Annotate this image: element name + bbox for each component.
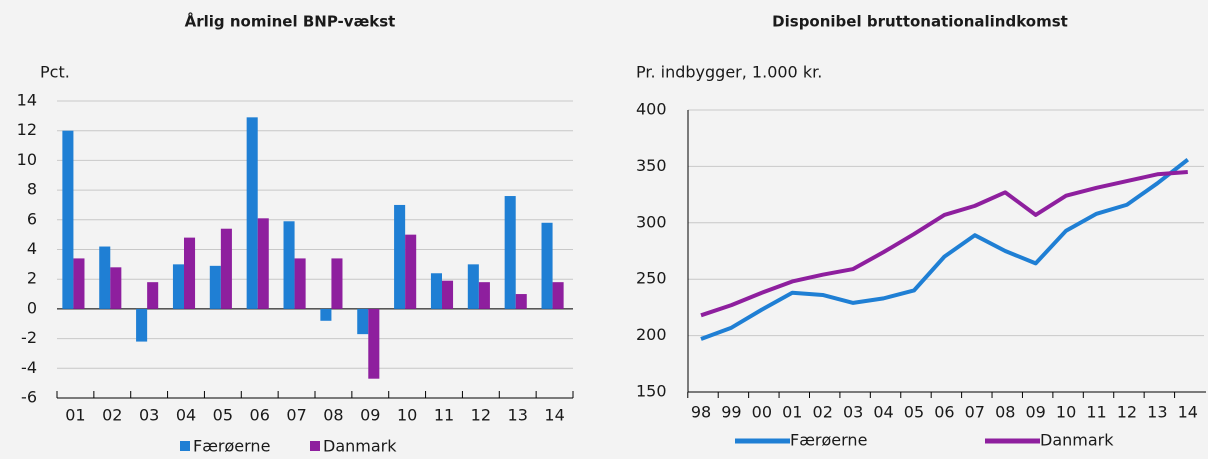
x-tick-label: 12 [471,406,491,425]
y-axis-label: Pr. indbygger, 1.000 kr. [636,63,822,82]
y-tick-label: 300 [636,212,667,231]
x-tick-label: 04 [176,406,196,425]
x-tick-label: 01 [782,403,802,422]
bar [283,221,295,309]
x-tick-label: 98 [691,403,711,422]
x-tick-label: 08 [995,403,1015,422]
x-tick-label: 03 [139,406,159,425]
x-tick-label: 10 [397,406,417,425]
bar [357,308,369,335]
bar [515,294,527,309]
bar [73,258,85,309]
chart-title: Årlig nominel BNP-vækst [185,12,396,31]
bar [209,265,221,309]
x-tick-label: 06 [934,403,954,422]
bar [320,308,332,321]
y-tick-label: 400 [636,100,667,119]
bar [184,237,196,309]
bar [331,258,343,309]
y-tick-label: -4 [21,358,37,377]
bar [294,258,306,309]
y-tick-label: 200 [636,325,667,344]
bar [430,273,442,309]
x-tick-label: 07 [286,406,306,425]
x-tick-label: 08 [323,406,343,425]
line [700,170,1188,318]
x-tick-label: 04 [873,403,893,422]
chart-title: Disponibel bruttonationalindkomst [772,13,1068,31]
y-tick-label: 150 [636,382,667,401]
x-tick-label: 14 [544,406,564,425]
bar [220,228,232,309]
legend-swatch [310,441,320,451]
bar [504,196,516,309]
bar [478,282,490,309]
x-tick-label: 02 [102,406,122,425]
bar [110,267,122,309]
x-tick-label: 00 [752,403,772,422]
y-tick-label: -6 [21,388,37,407]
bar [62,130,74,309]
x-tick-label: 13 [1147,403,1167,422]
bar [147,282,159,309]
y-axis-label: Pct. [40,63,70,82]
x-tick-label: 09 [360,406,380,425]
bar [368,308,380,379]
x-tick-label: 07 [965,403,985,422]
bar [467,264,479,309]
x-tick-label: 99 [721,403,741,422]
bar [541,222,553,309]
x-tick-label: 11 [434,406,454,425]
line [700,158,1190,341]
bar [257,218,269,309]
x-tick-label: 12 [1117,403,1137,422]
x-tick-label: 01 [65,406,85,425]
legend-label: Danmark [1040,431,1114,450]
x-tick-label: 05 [213,406,233,425]
bar [99,246,111,309]
y-tick-label: 350 [636,156,667,175]
y-tick-label: 2 [27,269,37,288]
legend-label: Færøerne [193,437,270,456]
y-tick-label: 8 [27,180,37,199]
legend-label: Danmark [323,437,397,456]
x-tick-label: 05 [904,403,924,422]
bar [136,308,148,342]
bar [405,234,417,309]
bar [394,204,406,309]
bar [442,280,454,309]
y-tick-label: 4 [27,239,37,258]
legend-swatch [180,441,190,451]
x-tick-label: 10 [1056,403,1076,422]
x-tick-label: 13 [508,406,528,425]
bar [552,282,564,309]
x-tick-label: 02 [813,403,833,422]
y-tick-label: 6 [27,209,37,228]
x-tick-label: 03 [843,403,863,422]
bar [246,117,258,309]
y-tick-label: 14 [17,91,37,110]
y-tick-label: 12 [17,120,37,139]
y-tick-label: 10 [17,150,37,169]
x-tick-label: 14 [1178,403,1198,422]
y-tick-label: 0 [27,298,37,317]
x-tick-label: 06 [250,406,270,425]
x-tick-label: 09 [1025,403,1045,422]
y-tick-label: -2 [21,328,37,347]
legend-label: Færøerne [790,431,867,450]
x-tick-label: 11 [1086,403,1106,422]
bar [172,264,184,309]
y-tick-label: 250 [636,269,667,288]
